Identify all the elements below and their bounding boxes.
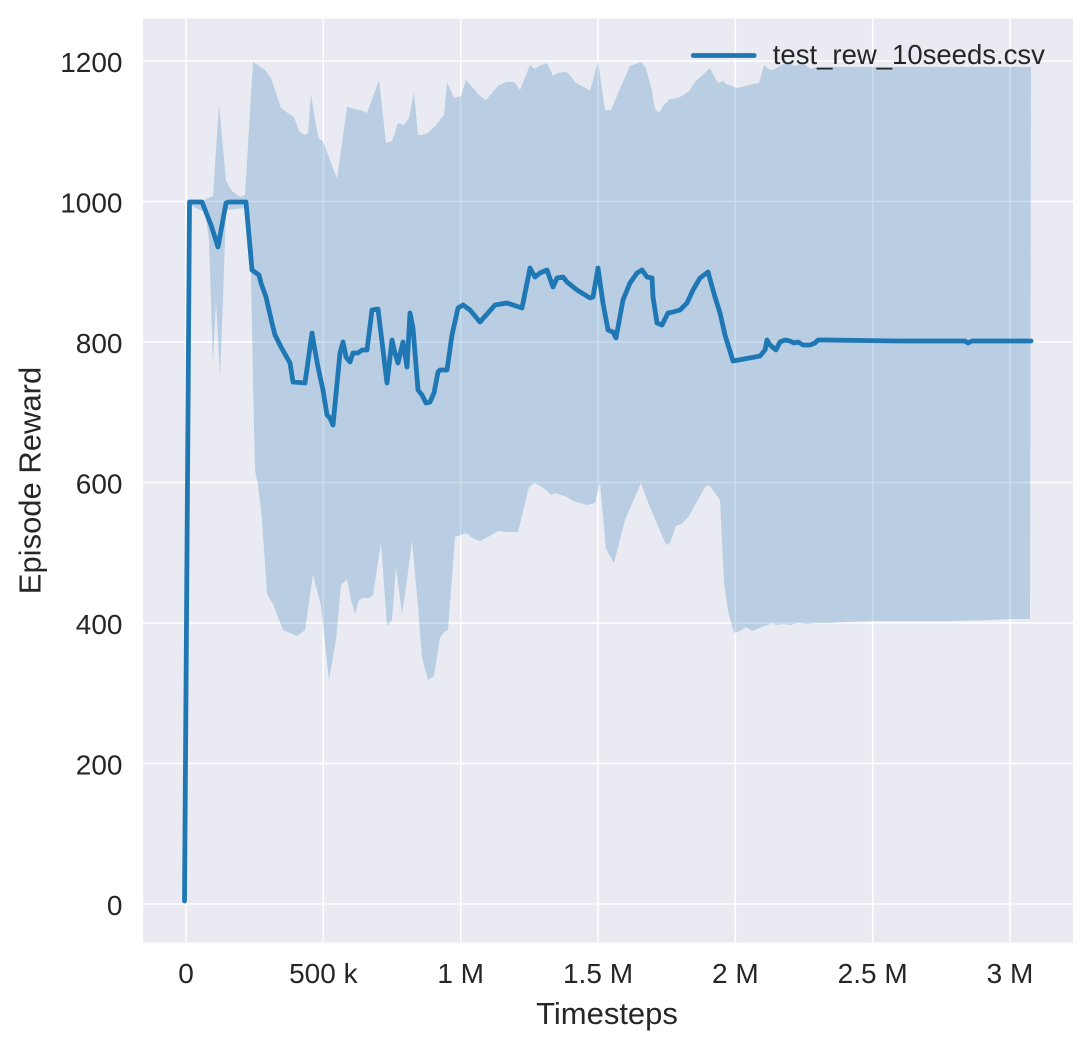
svg-text:200: 200	[76, 750, 123, 781]
svg-text:3 M: 3 M	[987, 958, 1034, 989]
svg-text:Timesteps: Timesteps	[536, 996, 678, 1031]
svg-text:Episode Reward: Episode Reward	[13, 367, 48, 594]
svg-text:2 M: 2 M	[712, 958, 759, 989]
svg-text:0: 0	[178, 958, 194, 989]
svg-text:1000: 1000	[60, 188, 122, 219]
svg-text:400: 400	[76, 609, 123, 640]
svg-text:1.5 M: 1.5 M	[563, 958, 633, 989]
svg-text:2.5 M: 2.5 M	[838, 958, 908, 989]
svg-text:800: 800	[76, 328, 123, 359]
svg-text:1 M: 1 M	[437, 958, 484, 989]
svg-text:0: 0	[107, 890, 123, 921]
svg-text:1200: 1200	[60, 47, 122, 78]
svg-text:test_rew_10seeds.csv: test_rew_10seeds.csv	[773, 39, 1045, 70]
svg-text:600: 600	[76, 469, 123, 500]
svg-text:500 k: 500 k	[289, 958, 358, 989]
